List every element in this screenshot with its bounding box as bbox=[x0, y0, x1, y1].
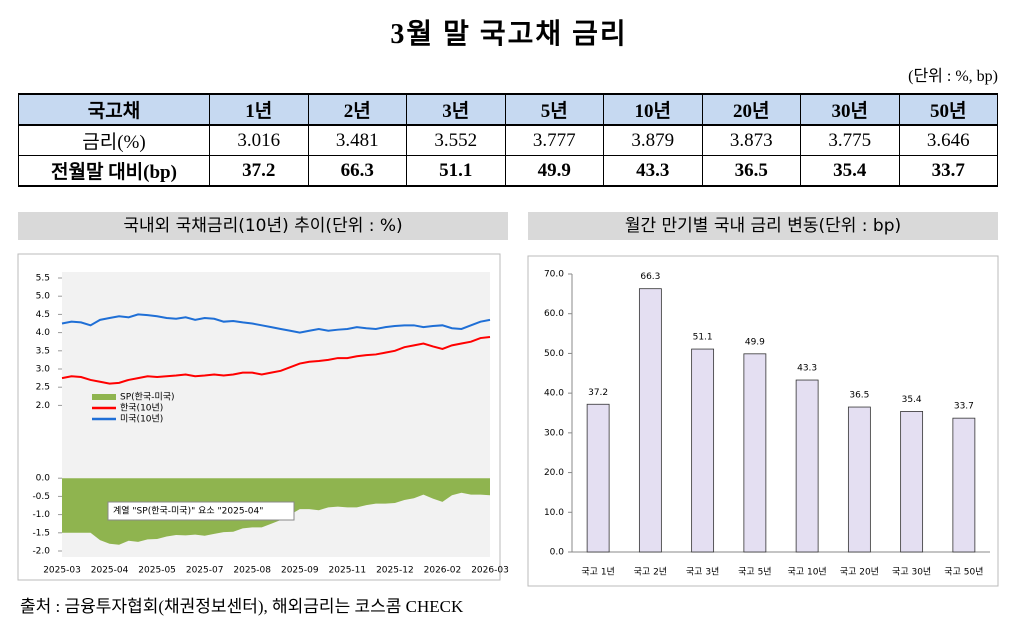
table-cell: 3년 bbox=[406, 93, 506, 126]
table-cell: 전월말 대비(bp) bbox=[18, 155, 210, 187]
table-cell: 33.7 bbox=[898, 155, 998, 187]
x-tick-label: 국고 50년 bbox=[944, 567, 983, 578]
table-cell: 3.879 bbox=[603, 124, 703, 156]
y-tick-label: 70.0 bbox=[544, 270, 564, 280]
table-cell: 35.4 bbox=[800, 155, 900, 187]
table-cell: 10년 bbox=[603, 93, 703, 126]
y-tick-label: 10.0 bbox=[544, 508, 564, 518]
table-cell: 36.5 bbox=[701, 155, 801, 187]
y-tick-label: 40.0 bbox=[544, 389, 564, 399]
legend-label: 한국(10년) bbox=[120, 403, 163, 414]
x-tick-label: 2025-09 bbox=[281, 566, 319, 576]
table-cell: 43.3 bbox=[603, 155, 703, 187]
x-tick-label: 2025-07 bbox=[186, 566, 224, 576]
y-tick-label: -0.5 bbox=[32, 492, 50, 502]
table-cell: 2년 bbox=[307, 93, 407, 126]
x-tick-label: 국고 30년 bbox=[892, 567, 931, 578]
table-cell: 66.3 bbox=[307, 155, 407, 187]
table-cell: 3.016 bbox=[209, 124, 309, 156]
table-cell: 37.2 bbox=[209, 155, 309, 187]
y-tick-label: 5.0 bbox=[36, 292, 51, 302]
table-cell: 50년 bbox=[898, 93, 998, 126]
y-tick-label: 2.0 bbox=[36, 401, 51, 411]
y-tick-label: 20.0 bbox=[544, 468, 564, 478]
legend-label: SP(한국-미국) bbox=[120, 392, 175, 403]
rate-table: 국고채 1년 2년 3년 5년 10년 20년 30년 50년 금리(%) 3.016 3.481 3.… bbox=[18, 93, 998, 187]
bar bbox=[743, 353, 767, 553]
y-tick-label: 3.0 bbox=[36, 365, 51, 375]
y-tick-label: 4.0 bbox=[36, 328, 51, 338]
data-label: 66.3 bbox=[640, 272, 660, 282]
data-label: 49.9 bbox=[745, 337, 765, 347]
x-tick-label: 국고 5년 bbox=[738, 567, 771, 578]
table-cell: 3.775 bbox=[800, 124, 900, 156]
table-cell: 20년 bbox=[701, 93, 801, 126]
bar bbox=[900, 411, 924, 553]
table-row: 전월말 대비(bp) 37.2 66.3 51.1 49.9 43.3 36.5 35.4 33… bbox=[18, 155, 998, 187]
data-label: 36.5 bbox=[849, 391, 869, 401]
x-tick-label: 국고 20년 bbox=[840, 567, 879, 578]
section-header: 월간 만기별 국내 금리 변동(단위 : bp) bbox=[528, 212, 998, 240]
y-tick-label: 2.5 bbox=[36, 383, 50, 393]
x-tick-label: 2025-08 bbox=[233, 566, 271, 576]
x-tick-label: 국고 2년 bbox=[634, 567, 667, 578]
table-cell: 5년 bbox=[504, 93, 604, 126]
bar bbox=[586, 403, 610, 553]
table-cell: 30년 bbox=[800, 93, 900, 126]
tooltip-box bbox=[107, 501, 295, 521]
bar bbox=[847, 406, 871, 553]
legend-swatch bbox=[92, 394, 116, 400]
table-cell: 1년 bbox=[209, 93, 309, 126]
annotation: 계열 "SP(한국-미국)" 요소 "2025-04" bbox=[113, 505, 263, 517]
title: 3월 말 국고채 금리 bbox=[390, 19, 628, 50]
x-tick-label: 2026-02 bbox=[424, 566, 462, 576]
bar bbox=[638, 288, 662, 553]
bar bbox=[795, 379, 819, 553]
table-cell: 3.777 bbox=[504, 124, 604, 156]
y-tick-label: 3.5 bbox=[36, 346, 50, 356]
table-cell: 51.1 bbox=[406, 155, 506, 187]
x-tick-label: 국고 3년 bbox=[686, 567, 719, 578]
y-tick-label: 60.0 bbox=[544, 309, 564, 319]
table-row: 국고채 1년 2년 3년 5년 10년 20년 30년 50년 bbox=[18, 93, 998, 126]
charts: 5.5 5.0 4.5 4.0 3.5 3.0 2.5 2.0 0.0 -0.5 -1.0 -1.5 -… bbox=[17, 253, 999, 587]
y-tick-label: -1.5 bbox=[32, 528, 50, 538]
data-label: 33.7 bbox=[954, 402, 974, 412]
y-tick-label: 30.0 bbox=[544, 428, 564, 438]
line bbox=[61, 313, 491, 334]
section-header: 국내외 국채금리(10년) 추이(단위 : %) bbox=[18, 212, 508, 240]
data-label: 43.3 bbox=[797, 364, 817, 374]
x-tick-label: 2025-12 bbox=[376, 566, 414, 576]
x-tick-label: 2025-11 bbox=[329, 566, 367, 576]
data-label: 51.1 bbox=[693, 333, 713, 343]
x-tick-label: 2025-04 bbox=[91, 566, 129, 576]
y-tick-label: -1.0 bbox=[32, 510, 50, 520]
data-label: 35.4 bbox=[902, 395, 922, 405]
legend-label: 미국(10년) bbox=[120, 414, 163, 425]
x-tick-label: 국고 10년 bbox=[788, 567, 827, 578]
data-label: 37.2 bbox=[588, 388, 608, 398]
y-tick-label: 50.0 bbox=[544, 349, 564, 359]
y-tick-label: 0.0 bbox=[36, 474, 51, 484]
bar bbox=[952, 417, 976, 553]
x-tick-label: 2026-03 bbox=[471, 566, 509, 576]
y-tick-label: 5.5 bbox=[36, 274, 50, 284]
line bbox=[61, 335, 491, 385]
unit: (단위 : %, bp) bbox=[908, 68, 998, 85]
y-tick-label: -2.0 bbox=[32, 547, 50, 557]
source: 출처 : 금융투자협회(채권정보센터), 해외금리는 코스콤 CHECK bbox=[20, 597, 464, 616]
y-tick-label: 0.0 bbox=[550, 548, 565, 558]
table-cell: 3.481 bbox=[307, 124, 407, 156]
table-row: 금리(%) 3.016 3.481 3.552 3.777 3.879 3.873 3.775… bbox=[18, 124, 998, 156]
x-tick-label: 국고 1년 bbox=[581, 567, 614, 578]
x-tick-label: 2025-03 bbox=[43, 566, 81, 576]
table-cell: 49.9 bbox=[504, 155, 604, 187]
table-cell: 국고채 bbox=[18, 93, 210, 126]
x-tick-label: 2025-05 bbox=[138, 566, 176, 576]
bar bbox=[691, 348, 715, 553]
y-tick-label: 4.5 bbox=[36, 310, 50, 320]
